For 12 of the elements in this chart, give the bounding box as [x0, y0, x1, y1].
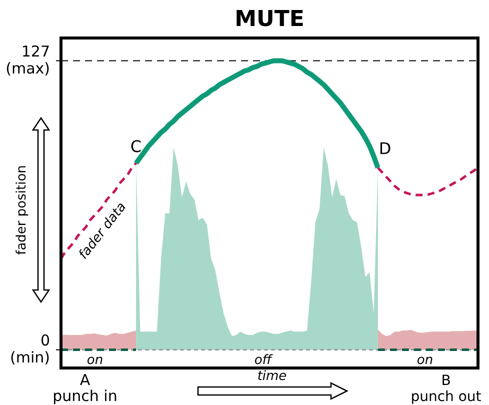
x-axis-title: time [257, 369, 287, 384]
annotation: on [86, 352, 104, 368]
text: B punch out [410, 372, 482, 405]
y-tick-label: 0 (min) [10, 331, 50, 366]
chart-title: MUTE [234, 7, 304, 32]
annotation: C [130, 137, 142, 156]
y-tick-label: 127 (max) [6, 42, 50, 78]
text: A punch in [52, 371, 118, 405]
annotation: on [416, 352, 434, 368]
y-axis-title: fader position [14, 165, 30, 255]
annotation: off [254, 352, 274, 368]
annotation: D [378, 139, 392, 158]
